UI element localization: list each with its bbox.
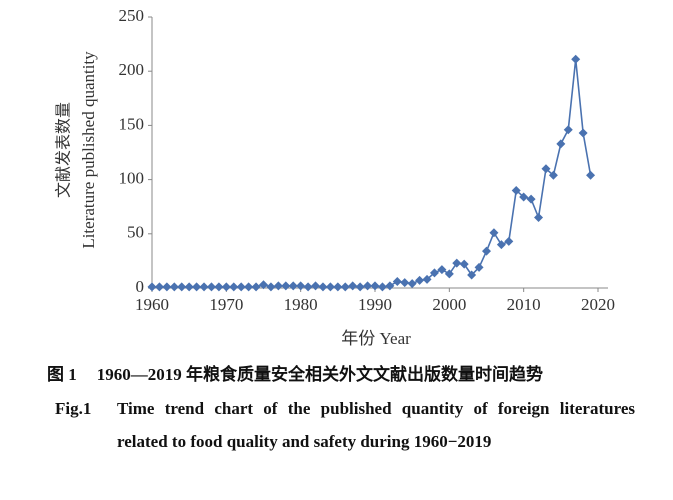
caption-text: Time trend chart of the published quanti…	[117, 399, 635, 451]
data-point	[303, 282, 313, 292]
data-point	[311, 281, 321, 291]
caption-cn: 图 1 1960—2019 年粮食质量安全相关外文文献出版数量时间趋势	[47, 360, 543, 385]
chart: 文献发表数量 Literature published quantity 年份 …	[54, 6, 616, 348]
data-point	[296, 281, 306, 291]
data-point	[288, 281, 298, 291]
data-point	[519, 192, 529, 202]
data-point	[251, 282, 261, 292]
data-point	[392, 276, 402, 286]
data-point	[541, 164, 551, 174]
data-point	[489, 228, 499, 238]
data-point	[467, 270, 477, 280]
data-point	[444, 269, 454, 279]
data-point	[199, 282, 209, 292]
y-tick-label: 150	[119, 114, 145, 133]
data-point	[407, 279, 417, 289]
data-point	[169, 282, 179, 292]
data-point	[355, 282, 365, 292]
data-point	[504, 236, 514, 246]
x-tick-label: 2020	[581, 295, 615, 314]
y-tick-label: 200	[119, 60, 145, 79]
data-point	[437, 265, 447, 275]
data-point	[459, 259, 469, 269]
caption-label: 图 1	[47, 365, 77, 384]
data-point	[548, 170, 558, 180]
data-point	[221, 282, 231, 292]
caption-label: Fig.1	[55, 399, 92, 418]
x-tick-label: 2010	[507, 295, 541, 314]
y-tick-label: 250	[119, 6, 145, 25]
data-point	[206, 282, 216, 292]
data-point	[236, 282, 246, 292]
y-tick-label: 50	[127, 223, 144, 242]
data-point	[571, 54, 581, 64]
x-tick-label: 1980	[284, 295, 318, 314]
data-point	[474, 262, 484, 272]
data-point	[177, 282, 187, 292]
y-axis-label-cn: 文献发表数量	[54, 102, 73, 198]
data-point	[348, 281, 358, 291]
data-point	[526, 194, 536, 204]
data-point	[318, 282, 328, 292]
data-point	[563, 125, 573, 135]
data-point	[556, 139, 566, 149]
data-point	[147, 282, 157, 292]
y-axis-label: Literature published quantity	[79, 51, 98, 249]
y-tick-label: 100	[119, 169, 145, 188]
data-point	[244, 282, 254, 292]
data-point	[162, 282, 172, 292]
data-point	[259, 280, 268, 290]
data-point	[370, 281, 380, 291]
data-point	[511, 185, 521, 195]
data-point	[229, 282, 239, 292]
data-point	[154, 282, 164, 292]
data-point	[429, 268, 439, 278]
data-point	[415, 275, 425, 285]
data-point	[586, 170, 596, 180]
data-point	[578, 128, 588, 138]
x-tick-label: 2000	[432, 295, 466, 314]
data-line	[152, 59, 592, 288]
data-point	[452, 258, 462, 268]
data-point	[333, 282, 343, 292]
data-point	[385, 281, 395, 291]
data-point	[192, 282, 202, 292]
data-point	[363, 281, 373, 291]
data-point	[377, 282, 387, 292]
data-point	[422, 274, 432, 284]
x-tick-label: 1970	[209, 295, 243, 314]
data-point	[184, 282, 194, 292]
caption-text: 1960—2019 年粮食质量安全相关外文文献出版数量时间趋势	[96, 365, 543, 384]
data-point	[534, 213, 544, 223]
x-axis-label: 年份 Year	[341, 329, 411, 348]
data-point	[281, 281, 291, 291]
data-point	[496, 240, 506, 250]
data-point	[266, 282, 276, 292]
data-point	[214, 282, 224, 292]
x-tick-label: 1960	[135, 295, 169, 314]
data-point	[482, 246, 491, 256]
caption-en: Fig.1 Time trend chart of the published q…	[55, 392, 635, 458]
data-point	[340, 282, 350, 292]
y-tick-label: 0	[136, 277, 145, 296]
data-point	[400, 278, 410, 288]
x-tick-label: 1990	[358, 295, 392, 314]
data-point	[325, 282, 335, 292]
data-point	[273, 281, 283, 291]
